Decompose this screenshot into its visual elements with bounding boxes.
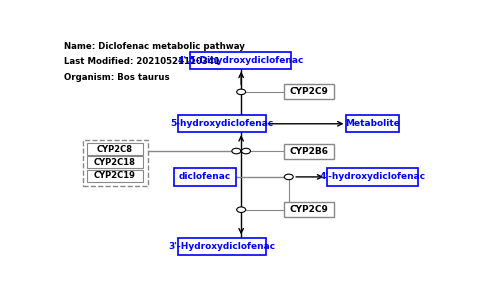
Bar bbox=[178, 115, 265, 132]
Bar bbox=[178, 238, 265, 255]
Circle shape bbox=[284, 174, 293, 180]
Bar bbox=[347, 115, 398, 132]
Text: CYP2C18: CYP2C18 bbox=[94, 158, 136, 167]
Bar bbox=[284, 143, 335, 158]
Circle shape bbox=[237, 207, 246, 212]
Circle shape bbox=[237, 89, 246, 95]
Bar bbox=[87, 143, 143, 155]
Text: CYP2C9: CYP2C9 bbox=[290, 87, 329, 96]
Text: Name: Diclofenac metabolic pathway: Name: Diclofenac metabolic pathway bbox=[64, 42, 245, 51]
Text: diclofenac: diclofenac bbox=[179, 172, 231, 182]
Bar bbox=[327, 168, 418, 186]
Text: CYP2B6: CYP2B6 bbox=[290, 146, 329, 155]
Text: 4',5-Dihydroxydiclofenac: 4',5-Dihydroxydiclofenac bbox=[177, 56, 304, 65]
Bar bbox=[284, 202, 335, 217]
Text: CYP2C8: CYP2C8 bbox=[97, 145, 133, 154]
Text: Metabolite: Metabolite bbox=[345, 119, 400, 128]
Bar bbox=[83, 140, 148, 186]
Text: CYP2C19: CYP2C19 bbox=[94, 171, 136, 180]
Circle shape bbox=[232, 148, 241, 154]
Text: 5-hydroxydiclofenac: 5-hydroxydiclofenac bbox=[170, 119, 274, 128]
Bar bbox=[190, 52, 290, 69]
Bar bbox=[174, 168, 236, 186]
Text: Last Modified: 20210521110341: Last Modified: 20210521110341 bbox=[64, 58, 220, 67]
Text: 4'-hydroxydiclofenac: 4'-hydroxydiclofenac bbox=[319, 172, 426, 182]
Bar bbox=[87, 156, 143, 168]
Circle shape bbox=[241, 148, 251, 154]
Text: Organism: Bos taurus: Organism: Bos taurus bbox=[64, 73, 170, 82]
Text: CYP2C9: CYP2C9 bbox=[290, 205, 329, 214]
Bar bbox=[284, 84, 335, 99]
Bar bbox=[87, 169, 143, 181]
Text: 3'-Hydroxydiclofenac: 3'-Hydroxydiclofenac bbox=[168, 242, 276, 251]
